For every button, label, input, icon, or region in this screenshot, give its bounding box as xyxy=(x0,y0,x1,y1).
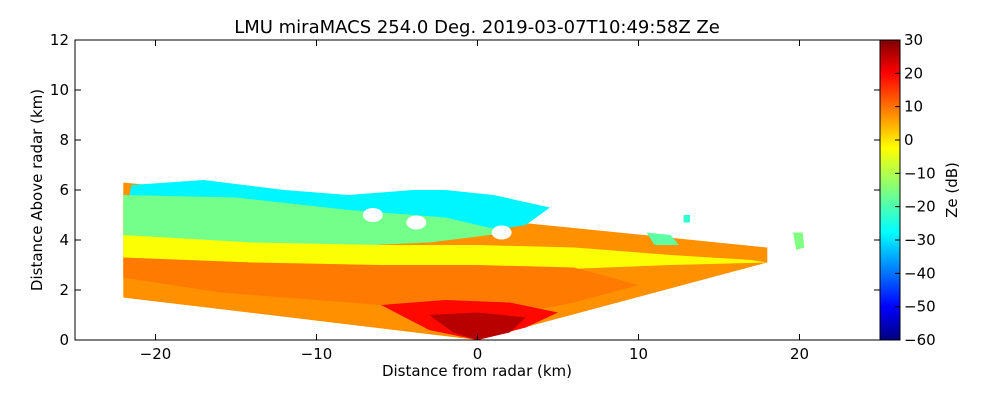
x-tick-label: 20 xyxy=(790,345,809,363)
echo-gap xyxy=(362,208,383,222)
colorbar-axis: 30 20 10 0 −10 −20 −30 −40 −50 −60 xyxy=(895,31,936,349)
y-axis-label: Distance Above radar (km) xyxy=(28,89,46,291)
colorbar-label: Ze (dB) xyxy=(943,162,961,218)
y-tick-label: 8 xyxy=(59,131,69,149)
colorbar-tick-label: 0 xyxy=(904,131,914,149)
y-tick-label: 6 xyxy=(59,181,69,199)
chart-title: LMU miraMACS 254.0 Deg. 2019-03-07T10:49… xyxy=(234,17,720,38)
echo-cell xyxy=(646,232,679,245)
x-axis-label: Distance from radar (km) xyxy=(382,362,572,380)
colorbar-tick-label: 10 xyxy=(904,98,923,116)
echo-band-lower-cloud xyxy=(123,257,639,315)
radar-echo-layer xyxy=(123,180,805,340)
y-tick-label: 12 xyxy=(50,31,69,49)
colorbar-tick-label: −20 xyxy=(904,198,936,216)
echo-band-mid-cloud xyxy=(123,235,768,270)
x-tick-label: −10 xyxy=(301,345,333,363)
echo-gap xyxy=(491,225,512,240)
x-tick-label: −20 xyxy=(140,345,172,363)
echo-band-core xyxy=(429,312,526,340)
echo-band-upper-cloud xyxy=(123,195,510,248)
colorbar-tick-label: 30 xyxy=(904,31,923,49)
y-tick-label: 2 xyxy=(59,281,69,299)
colorbar-tick-label: −50 xyxy=(904,298,936,316)
colorbar xyxy=(879,39,901,341)
x-axis: −20 −10 0 10 20 xyxy=(140,40,809,363)
y-axis: 0 2 4 6 8 10 12 xyxy=(50,31,880,349)
y-tick-label: 0 xyxy=(59,331,69,349)
y-tick-label: 4 xyxy=(59,231,69,249)
colorbar-tick-label: −10 xyxy=(904,164,936,182)
echo-cell xyxy=(793,232,805,250)
echo-cell xyxy=(683,215,690,223)
colorbar-tick-label: −40 xyxy=(904,264,936,282)
colorbar-tick-label: −30 xyxy=(904,231,936,249)
colorbar-tick-label: 20 xyxy=(904,64,923,82)
echo-gap xyxy=(406,215,427,230)
x-tick-label: 10 xyxy=(629,345,648,363)
colorbar-tick-label: −60 xyxy=(904,331,936,349)
x-tick-label: 0 xyxy=(473,345,483,363)
y-tick-label: 10 xyxy=(50,81,69,99)
